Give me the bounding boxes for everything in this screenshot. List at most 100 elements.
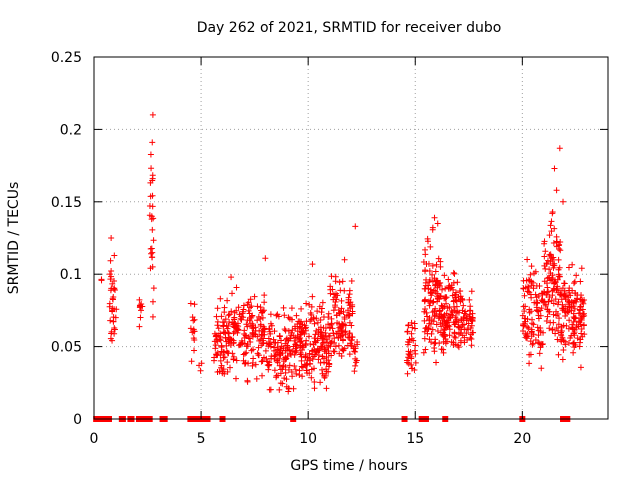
data-point [221, 349, 228, 356]
data-point [309, 261, 316, 268]
data-point [454, 279, 461, 286]
data-point [453, 317, 460, 324]
data-point [332, 343, 339, 350]
data-point [340, 347, 347, 354]
data-point [440, 329, 447, 336]
data-point [299, 373, 306, 380]
data-point [277, 370, 284, 377]
data-point [225, 312, 232, 319]
data-point [352, 348, 359, 355]
data-point [563, 322, 570, 329]
data-point [544, 257, 551, 264]
data-point [297, 349, 304, 356]
data-point [554, 310, 561, 317]
data-point [433, 261, 440, 268]
data-point [189, 329, 196, 336]
data-point [278, 343, 285, 350]
data-point [434, 327, 441, 334]
data-point [412, 350, 419, 357]
data-point [543, 317, 550, 324]
data-point [319, 366, 326, 373]
data-point [298, 357, 305, 364]
data-point [521, 308, 528, 315]
x-tick-label: 20 [513, 431, 531, 447]
data-point [565, 264, 572, 271]
data-point [315, 356, 322, 363]
data-point [301, 361, 308, 368]
data-point [339, 278, 346, 285]
data-point [580, 310, 587, 317]
data-point [437, 263, 444, 270]
data-point [277, 380, 284, 387]
data-point [324, 336, 331, 343]
data-point [320, 339, 327, 346]
data-point [314, 308, 321, 315]
data-point [137, 314, 144, 321]
data-point [409, 324, 416, 331]
data-point [530, 279, 537, 286]
data-point [542, 248, 549, 255]
data-point [112, 314, 119, 321]
data-point [578, 265, 585, 272]
data-point [533, 294, 540, 301]
data-point [460, 321, 467, 328]
data-point [267, 330, 274, 337]
data-point [550, 285, 557, 292]
data-point [453, 310, 460, 317]
data-point [258, 309, 265, 316]
data-point [468, 322, 475, 329]
data-point [308, 311, 315, 318]
data-point [248, 303, 255, 310]
data-point [149, 313, 156, 320]
data-point [544, 306, 551, 313]
data-point [288, 305, 295, 312]
data-point [470, 329, 477, 336]
data-point [463, 330, 470, 337]
data-point [534, 324, 541, 331]
data-point [191, 301, 198, 308]
data-point [246, 304, 253, 311]
data-point [296, 367, 303, 374]
data-point [338, 325, 345, 332]
data-point [261, 299, 268, 306]
data-point [335, 328, 342, 335]
y-tick-label: 0.1 [60, 267, 82, 283]
data-point [433, 321, 440, 328]
data-point [225, 350, 232, 357]
data-point [468, 335, 475, 342]
data-point [306, 355, 313, 362]
data-point [549, 256, 556, 263]
data-point [529, 316, 536, 323]
data-point [429, 309, 436, 316]
data-point [412, 359, 419, 366]
data-point [300, 344, 307, 351]
data-point [248, 313, 255, 320]
data-point [279, 366, 286, 373]
data-point [240, 357, 247, 364]
data-point [432, 305, 439, 312]
data-point [447, 285, 454, 292]
data-point [538, 305, 545, 312]
data-point [320, 355, 327, 362]
data-point [317, 359, 324, 366]
data-point [138, 307, 145, 314]
data-point [108, 328, 115, 335]
data-point [211, 338, 218, 345]
data-point [542, 302, 549, 309]
data-point [334, 292, 341, 299]
data-point [235, 304, 242, 311]
data-point [571, 278, 578, 285]
data-point [351, 368, 358, 375]
data-point [346, 319, 353, 326]
data-point [147, 265, 154, 272]
data-point [330, 296, 337, 303]
data-point [572, 290, 579, 297]
data-point [444, 305, 451, 312]
data-point [282, 369, 289, 376]
data-point [271, 367, 278, 374]
data-point [338, 352, 345, 359]
data-point [331, 348, 338, 355]
data-point [443, 300, 450, 307]
data-point [465, 320, 472, 327]
data-point [265, 335, 272, 342]
